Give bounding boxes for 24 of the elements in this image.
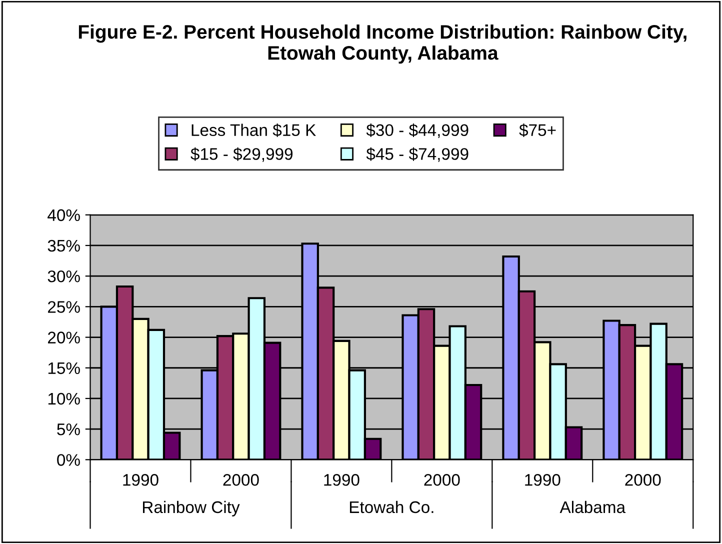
y-tick-label: 5%	[57, 424, 80, 436]
y-tick-label: 25%	[48, 301, 80, 313]
x-tick-label: 1990	[123, 474, 158, 486]
text: Etowah Co.	[350, 500, 434, 514]
y-tick-label: 40%	[48, 209, 80, 222]
y-tick-label: 30%	[48, 270, 80, 282]
x-tick-label: 2000	[625, 474, 661, 486]
x-tick-label: 1990	[525, 474, 560, 486]
y-tick-label: 35%	[48, 240, 80, 252]
legend-label: $45 - $74,999	[366, 147, 468, 162]
chart-title: Figure E-2. Percent Household Income Distribution: Rainbow City, Etowah County, Alabama	[78, 24, 686, 64]
y-tick-label: 10%	[48, 392, 80, 405]
legend-label: $15 - $29,999	[190, 147, 293, 162]
y-tick-label: 20%	[48, 332, 80, 344]
y-tick-label: 0%	[57, 454, 80, 466]
text: Rainbow City	[143, 500, 240, 516]
x-tick-label: 1990	[324, 474, 360, 486]
legend-label: $30 - $44,999	[366, 124, 468, 138]
text: Alabama	[560, 500, 626, 514]
x-tick-label: 2000	[424, 474, 460, 486]
legend-label: $75+	[519, 124, 556, 138]
y-tick-label: 15%	[48, 362, 80, 374]
legend-label: Less Than $15 K	[192, 124, 316, 138]
x-tick-label: 2000	[223, 474, 259, 486]
